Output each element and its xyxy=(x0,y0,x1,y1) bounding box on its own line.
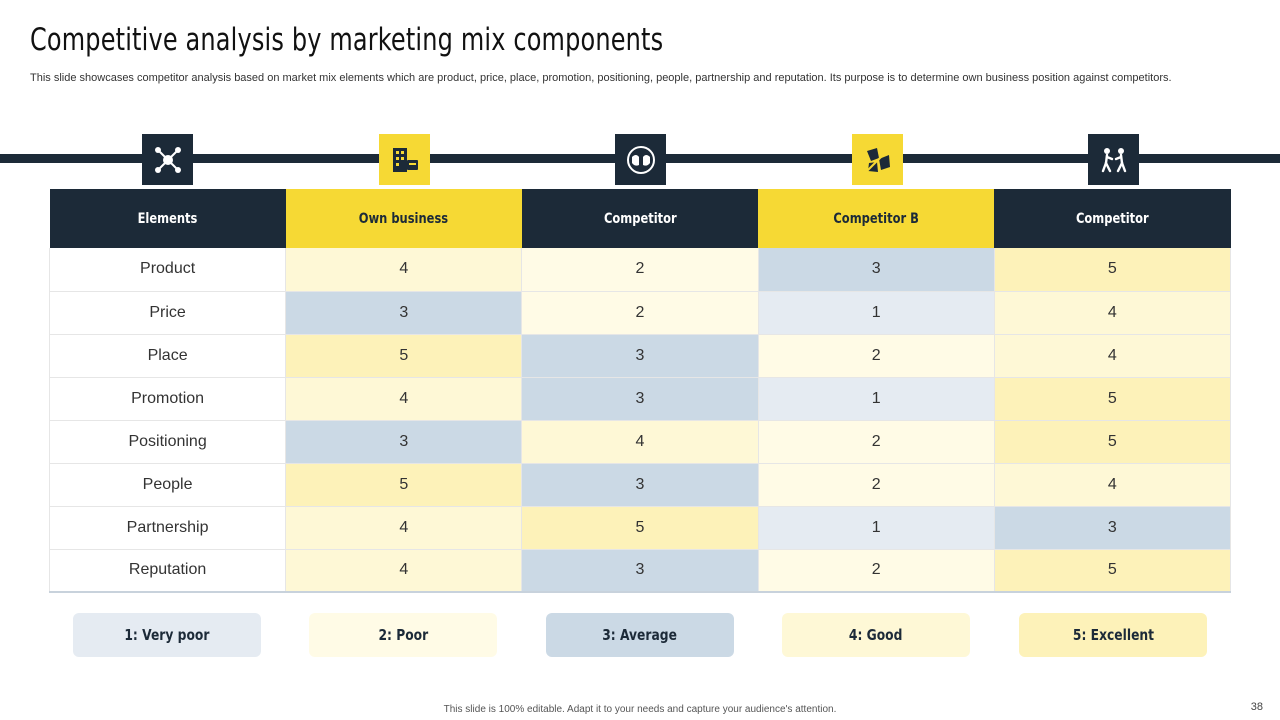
header-elements: Elements xyxy=(49,189,286,248)
legend-poor: 2: Poor xyxy=(309,613,497,657)
rating-cell: 4 xyxy=(994,334,1232,378)
element-label: People xyxy=(48,463,287,507)
page-number: 38 xyxy=(1250,701,1263,713)
rating-cell: 5 xyxy=(994,549,1232,593)
table-row: Positioning 3 4 2 5 xyxy=(48,420,1232,464)
rating-cell: 5 xyxy=(994,420,1232,464)
rating-cell: 5 xyxy=(994,248,1232,292)
rating-cell: 4 xyxy=(285,377,523,421)
header-competitor: Competitor xyxy=(521,189,759,248)
network-icon xyxy=(142,134,193,185)
rating-cell: 5 xyxy=(285,334,523,378)
footer-note: This slide is 100% editable. Adapt it to… xyxy=(443,704,837,715)
table-row: Price 3 2 1 4 xyxy=(48,291,1232,335)
rating-cell: 3 xyxy=(521,377,759,421)
element-label: Partnership xyxy=(48,506,287,550)
table-row: People 5 3 2 4 xyxy=(48,463,1232,507)
rating-cell: 2 xyxy=(521,291,759,335)
rating-cell: 1 xyxy=(758,377,995,421)
element-label: Reputation xyxy=(48,549,287,593)
rating-cell: 1 xyxy=(758,506,995,550)
page-subtitle: This slide showcases competitor analysis… xyxy=(30,72,1172,84)
rating-cell: 3 xyxy=(994,506,1232,550)
competitor-faces-icon xyxy=(615,134,666,185)
element-label: Product xyxy=(48,248,287,292)
rating-cell: 4 xyxy=(994,463,1232,507)
page-title: Competitive analysis by marketing mix co… xyxy=(30,22,664,58)
rating-cell: 3 xyxy=(521,334,759,378)
legend-excellent: 5: Excellent xyxy=(1019,613,1207,657)
element-label: Place xyxy=(48,334,287,378)
table-row: Promotion 4 3 1 5 xyxy=(48,377,1232,421)
rating-cell: 4 xyxy=(285,549,523,593)
table-row: Reputation 4 3 2 5 xyxy=(48,549,1232,593)
rating-cell: 4 xyxy=(285,506,523,550)
rating-cell: 5 xyxy=(521,506,759,550)
competing-people-icon xyxy=(1088,134,1139,185)
rating-cell: 2 xyxy=(758,420,995,464)
table-header-row: Elements Own business Competitor Competi… xyxy=(49,189,1231,248)
rating-cell: 5 xyxy=(285,463,523,507)
table-row: Product 4 2 3 5 xyxy=(48,248,1232,292)
header-competitor-b: Competitor B xyxy=(758,189,995,248)
rating-cell: 5 xyxy=(994,377,1232,421)
rating-cell: 3 xyxy=(285,420,523,464)
business-building-icon xyxy=(379,134,430,185)
table-row: Place 5 3 2 4 xyxy=(48,334,1232,378)
puzzle-pieces-icon xyxy=(852,134,903,185)
rating-cell: 4 xyxy=(285,248,523,292)
rating-cell: 2 xyxy=(758,549,995,593)
rating-cell: 2 xyxy=(758,463,995,507)
element-label: Positioning xyxy=(48,420,287,464)
rating-cell: 2 xyxy=(758,334,995,378)
element-label: Promotion xyxy=(48,377,287,421)
table-row: Partnership 4 5 1 3 xyxy=(48,506,1232,550)
legend-average: 3: Average xyxy=(546,613,734,657)
header-competitor-2: Competitor xyxy=(994,189,1231,248)
rating-cell: 3 xyxy=(758,248,995,292)
rating-cell: 1 xyxy=(758,291,995,335)
rating-cell: 4 xyxy=(994,291,1232,335)
legend-good: 4: Good xyxy=(782,613,970,657)
comparison-table: Elements Own business Competitor Competi… xyxy=(48,189,1232,593)
legend-very-poor: 1: Very poor xyxy=(73,613,261,657)
element-label: Price xyxy=(48,291,287,335)
rating-cell: 4 xyxy=(521,420,759,464)
rating-cell: 2 xyxy=(521,248,759,292)
header-own-business: Own business xyxy=(285,189,522,248)
rating-cell: 3 xyxy=(521,463,759,507)
rating-cell: 3 xyxy=(285,291,523,335)
rating-cell: 3 xyxy=(521,549,759,593)
